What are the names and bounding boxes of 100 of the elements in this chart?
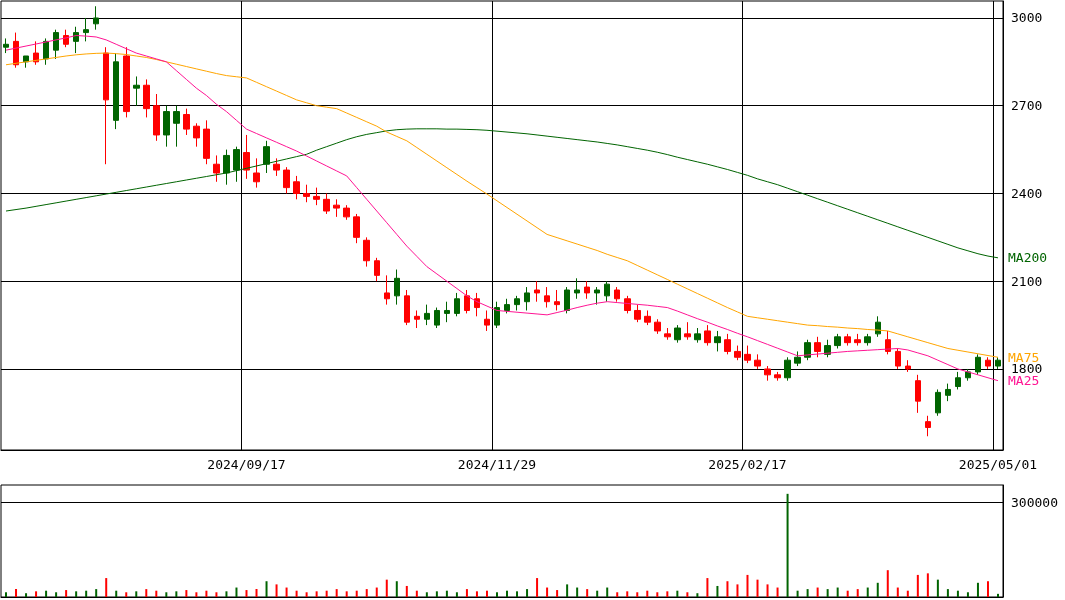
bar <box>516 591 519 597</box>
candlestick <box>494 301 500 329</box>
candlestick <box>394 269 400 306</box>
y-tick-label: 2700 <box>1011 98 1043 114</box>
candlestick <box>935 388 941 417</box>
bar <box>35 591 38 597</box>
bar <box>335 589 338 597</box>
candlestick <box>33 40 39 66</box>
y-tick-label: 2100 <box>1011 273 1043 289</box>
candlestick <box>213 154 220 183</box>
candlestick <box>404 289 410 326</box>
candlestick <box>243 134 250 180</box>
candlestick <box>293 175 300 200</box>
bar <box>345 591 348 597</box>
bar <box>646 590 649 597</box>
candlestick <box>484 309 490 332</box>
bar <box>996 593 999 597</box>
bar <box>175 591 178 597</box>
candlestick <box>514 295 520 311</box>
candlestick <box>744 345 751 364</box>
bar <box>696 593 699 597</box>
bar <box>115 590 118 597</box>
candlestick <box>183 108 190 136</box>
bar <box>596 590 599 597</box>
candlestick <box>955 371 961 390</box>
bar <box>5 592 8 597</box>
bar <box>415 590 418 597</box>
bar <box>285 587 288 597</box>
y-tick-label: 3000 <box>1011 10 1043 26</box>
bar <box>25 593 28 597</box>
bar <box>245 590 248 597</box>
candlestick <box>384 274 390 306</box>
bar <box>495 592 498 597</box>
bar <box>836 587 839 597</box>
candlestick <box>524 286 530 311</box>
candlestick <box>13 32 19 69</box>
bar <box>255 589 258 597</box>
candlestick <box>414 309 420 329</box>
candlestick <box>424 304 430 326</box>
bar <box>936 579 939 597</box>
series-label: MA200 <box>1007 250 1048 266</box>
candlestick <box>654 318 661 335</box>
bar <box>45 590 48 597</box>
bar <box>135 591 138 597</box>
bar <box>866 587 869 597</box>
candlestick <box>594 286 600 306</box>
candlestick <box>814 336 821 358</box>
bar <box>586 589 589 597</box>
x-tick-label: 2025/05/01 <box>958 457 1038 472</box>
candlestick <box>925 415 931 437</box>
candlestick <box>624 295 631 314</box>
bar <box>405 585 408 597</box>
candlestick <box>303 184 310 203</box>
candlestick <box>965 368 971 382</box>
candlestick <box>153 93 160 142</box>
bar <box>65 590 68 597</box>
bar <box>305 592 308 597</box>
bar <box>626 591 629 597</box>
bar <box>686 592 689 597</box>
candlestick <box>504 298 510 314</box>
bar <box>616 592 619 597</box>
candlestick <box>945 383 951 402</box>
bar <box>395 581 398 597</box>
line-series <box>5 128 999 259</box>
candlestick <box>734 345 741 361</box>
candlestick <box>544 286 550 309</box>
candlestick <box>143 78 150 118</box>
bar <box>816 587 819 597</box>
bar <box>295 590 298 597</box>
candlestick <box>323 192 330 215</box>
candlestick <box>534 280 540 303</box>
candlestick <box>664 327 671 341</box>
bar <box>445 590 448 597</box>
bar <box>185 590 188 597</box>
candlestick <box>905 359 911 373</box>
bar <box>385 579 388 597</box>
bar <box>435 591 438 597</box>
candlestick <box>754 353 761 370</box>
candlestick <box>333 198 340 218</box>
bar <box>706 578 709 597</box>
candlestick <box>133 75 140 107</box>
bar <box>916 574 919 597</box>
bar <box>205 590 208 597</box>
bar <box>475 591 478 597</box>
candlestick <box>764 365 771 382</box>
bar <box>796 590 799 597</box>
candlestick <box>123 46 130 118</box>
bar <box>165 592 168 597</box>
bar <box>726 581 729 597</box>
x-tick-label: 2024/09/17 <box>207 457 286 472</box>
candlestick <box>604 280 610 303</box>
candlestick <box>163 105 170 148</box>
bar <box>926 573 929 597</box>
bar <box>756 579 759 597</box>
candlestick <box>554 289 560 311</box>
bar <box>375 587 378 597</box>
bar <box>746 574 749 597</box>
bar <box>325 590 328 597</box>
bar <box>145 589 148 597</box>
candlestick <box>374 257 380 282</box>
